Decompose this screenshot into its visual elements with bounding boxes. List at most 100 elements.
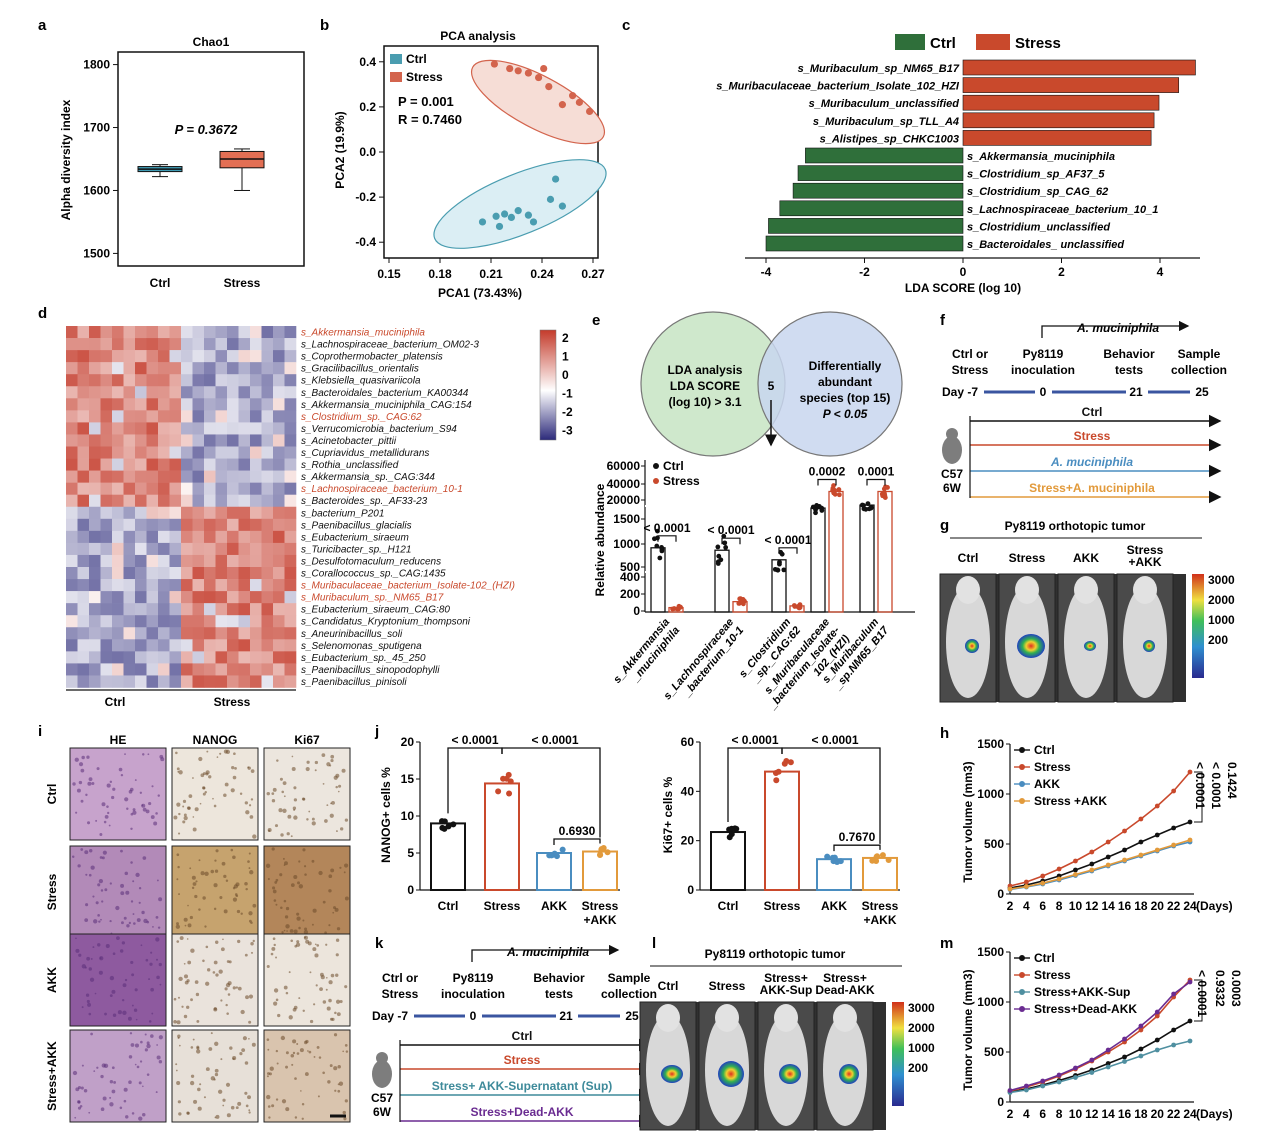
- histology-nucleus: [293, 1005, 298, 1010]
- growth-series-point: [1056, 876, 1062, 882]
- histology-nucleus: [231, 766, 235, 770]
- histology-nucleus: [120, 773, 124, 777]
- heatmap-cell: [284, 410, 297, 423]
- heatmap-cell: [261, 639, 274, 652]
- histology-nucleus: [177, 832, 181, 835]
- heatmap-cell: [135, 482, 147, 495]
- histology-nucleus: [197, 1106, 202, 1111]
- growth-series-point: [1187, 1038, 1193, 1044]
- growth-series-point: [1122, 1054, 1127, 1060]
- heatmap-cell: [204, 591, 216, 604]
- growth-xtick-label: 20: [1151, 899, 1165, 913]
- histology-nucleus: [343, 1117, 347, 1121]
- heatmap-cell: [169, 506, 182, 520]
- histology-nucleus: [283, 899, 287, 903]
- heatmap-cell: [112, 615, 124, 628]
- heatmap-cell: [215, 627, 228, 640]
- histology-nucleus: [344, 1099, 348, 1103]
- histology-nucleus: [336, 1012, 341, 1017]
- histology-nucleus: [314, 943, 317, 946]
- heatmap-cell: [284, 446, 297, 459]
- abundance-bar-ctrl: [859, 504, 875, 613]
- k-day-label: 21: [559, 1009, 573, 1023]
- f-drug-label: A. muciniphila: [1076, 321, 1159, 335]
- histology-nucleus: [123, 916, 127, 920]
- histology-tile: [263, 933, 351, 1027]
- histology-nucleus: [134, 988, 138, 992]
- heatmap-cell: [123, 591, 136, 604]
- heatmap-cell: [250, 663, 262, 676]
- histology-nucleus: [118, 767, 123, 772]
- j-sig-bracket: [447, 747, 503, 814]
- heatmap-cell: [135, 579, 147, 592]
- chao1-plot-frame: [117, 51, 305, 267]
- heatmap-cell: [123, 338, 136, 351]
- lda-bar-stress: [962, 77, 1180, 93]
- heatmap-cell: [215, 591, 228, 604]
- histology-nucleus: [303, 929, 309, 935]
- abundance-point-stress: [830, 485, 836, 491]
- histology-nucleus: [83, 1089, 88, 1093]
- growth-series-point: [1154, 1047, 1160, 1053]
- imaging-scale-label: 2000: [1208, 593, 1235, 607]
- histology-nucleus: [139, 791, 143, 794]
- growth-legend-label: Stress: [1034, 760, 1071, 774]
- j-ylabel: Ki67+ cells %: [661, 776, 675, 853]
- histology-nucleus: [225, 879, 229, 882]
- j-point: [505, 771, 512, 778]
- heatmap-cell: [227, 603, 239, 616]
- heatmap-cell: [284, 422, 297, 435]
- heatmap-cell: [204, 603, 216, 616]
- histology-nucleus: [141, 804, 144, 807]
- j-bar: [862, 856, 898, 892]
- histology-nucleus: [342, 1050, 345, 1053]
- histology-nucleus: [285, 906, 290, 911]
- histology-nucleus: [74, 1116, 77, 1119]
- histology-nucleus: [240, 912, 243, 915]
- heatmap-cell: [284, 542, 297, 556]
- histology-nucleus: [195, 880, 198, 883]
- heatmap-cell: [238, 410, 251, 423]
- abundance-pvalue: < 0.0001: [764, 533, 811, 547]
- growth-xtick-label: 10: [1069, 1107, 1083, 1121]
- heatmap-cell: [146, 374, 159, 387]
- heatmap-cell: [135, 338, 147, 351]
- heatmap-cell: [169, 350, 182, 363]
- histology-nucleus: [309, 1019, 314, 1024]
- histology-nucleus: [85, 873, 88, 876]
- panel-e-venn-bars: LDA analysis LDA SCORE (log 10) > 3.1 Di…: [593, 311, 915, 712]
- heatmap-cell: [238, 651, 251, 664]
- histology-nucleus: [314, 760, 319, 765]
- heatmap-cell: [66, 554, 78, 568]
- heatmap-cell: [204, 554, 216, 568]
- heatmap-cell: [158, 518, 170, 532]
- heatmap-cell: [238, 350, 251, 363]
- f-drug-arrow: [1041, 320, 1190, 338]
- heatmap-cell: [112, 470, 124, 483]
- histology-nucleus: [134, 1063, 137, 1066]
- growth-series-line: [1009, 1020, 1191, 1093]
- growth-pvalue: 0.9332: [1213, 970, 1227, 1007]
- histology-nucleus: [271, 1104, 275, 1108]
- histology-nucleus: [106, 783, 111, 788]
- histology-nucleus: [234, 767, 237, 770]
- histology-nucleus: [150, 815, 155, 819]
- heatmap-cell: [158, 554, 170, 568]
- k-day-label: 25: [625, 1009, 639, 1023]
- growth-series-point: [1040, 1078, 1046, 1084]
- histology-nucleus: [175, 1063, 178, 1066]
- heatmap-cell: [158, 374, 170, 387]
- histology-nucleus: [250, 798, 254, 801]
- histology-nucleus: [244, 1061, 249, 1065]
- histology-nucleus: [136, 1065, 140, 1069]
- mouse-head: [1133, 576, 1157, 604]
- histology-nucleus: [304, 873, 307, 876]
- k-step-label: Behavior: [533, 971, 585, 985]
- histology-nucleus: [252, 834, 257, 839]
- heatmap-cell: [146, 494, 159, 508]
- histology-nucleus: [124, 871, 129, 876]
- heatmap-cell: [250, 386, 262, 399]
- growth-series-point: [1023, 884, 1029, 889]
- histology-nucleus: [138, 1116, 143, 1121]
- heatmap-cell: [227, 615, 239, 628]
